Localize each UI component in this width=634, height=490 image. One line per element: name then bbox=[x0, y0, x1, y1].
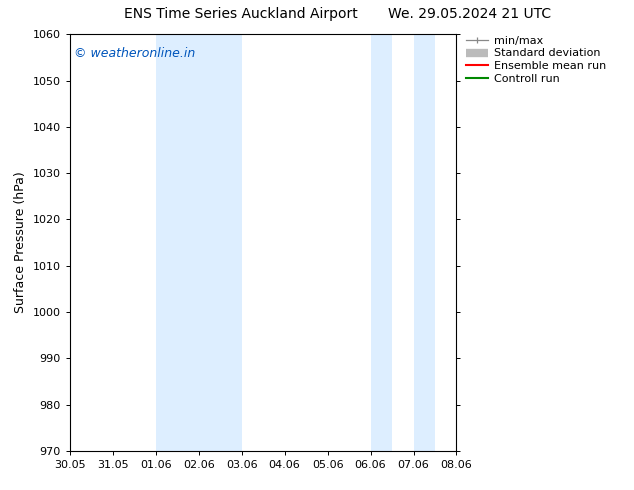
Y-axis label: Surface Pressure (hPa): Surface Pressure (hPa) bbox=[14, 172, 27, 314]
Bar bbox=[156, 34, 242, 451]
Bar bbox=[413, 34, 435, 451]
Legend: min/max, Standard deviation, Ensemble mean run, Controll run: min/max, Standard deviation, Ensemble me… bbox=[466, 36, 606, 84]
Text: ENS Time Series Auckland Airport: ENS Time Series Auckland Airport bbox=[124, 7, 358, 22]
Bar bbox=[370, 34, 392, 451]
Text: We. 29.05.2024 21 UTC: We. 29.05.2024 21 UTC bbox=[387, 7, 551, 22]
Text: © weatheronline.in: © weatheronline.in bbox=[74, 47, 195, 60]
